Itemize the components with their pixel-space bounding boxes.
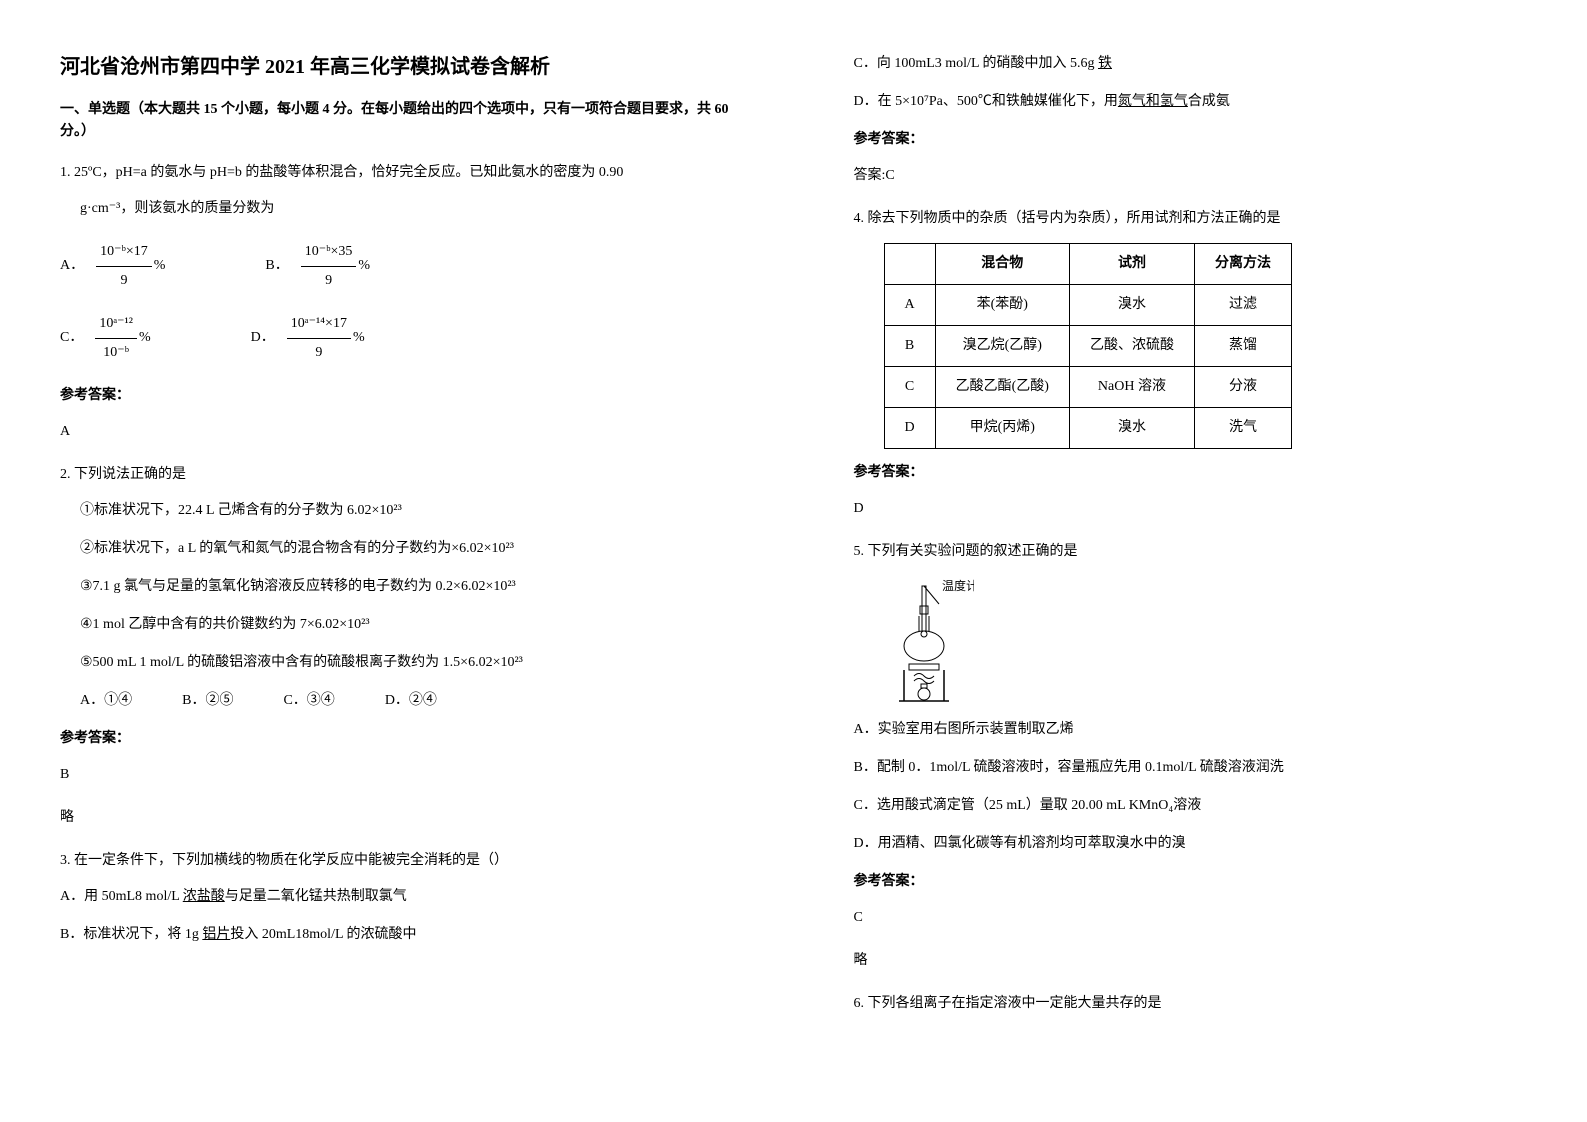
q3-option-a: A．用 50mL8 mol/L 浓盐酸与足量二氧化锰共热制取氯气 bbox=[60, 883, 734, 911]
q5-optA: A．实验室用右图所示装置制取乙烯 bbox=[854, 716, 1528, 744]
q2-text: 2. 下列说法正确的是 bbox=[60, 461, 734, 489]
question-6: 6. 下列各组离子在指定溶液中一定能大量共存的是 bbox=[854, 990, 1528, 1018]
q1-option-b: B． 10⁻ᵇ×35 9 % bbox=[265, 238, 370, 295]
question-4: 4. 除去下列物质中的杂质（括号内为杂质），所用试剂和方法正确的是 混合物 试剂… bbox=[854, 205, 1528, 523]
table-row: D 甲烷(丙烯) 溴水 洗气 bbox=[884, 408, 1291, 449]
q1-optA-label: A． bbox=[60, 252, 84, 280]
question-2: 2. 下列说法正确的是 ①标准状况下，22.4 L 己烯含有的分子数为 6.02… bbox=[60, 461, 734, 832]
question-1: 1. 25ºC，pH=a 的氨水与 pH=b 的盐酸等体积混合，恰好完全反应。已… bbox=[60, 159, 734, 446]
q1-options-row2: C． 10ᵃ⁻¹² 10⁻ᵇ % D． 10ᵃ⁻¹⁴×17 9 % bbox=[60, 310, 734, 367]
q5-text: 5. 下列有关实验问题的叙述正确的是 bbox=[854, 538, 1528, 566]
table-header-row: 混合物 试剂 分离方法 bbox=[884, 244, 1291, 285]
page-title: 河北省沧州市第四中学 2021 年高三化学模拟试卷含解析 bbox=[60, 50, 734, 79]
q2-optB: B．②⑤ bbox=[182, 687, 233, 715]
q1-option-c: C． 10ᵃ⁻¹² 10⁻ᵇ % bbox=[60, 310, 151, 367]
q6-text: 6. 下列各组离子在指定溶液中一定能大量共存的是 bbox=[854, 990, 1528, 1018]
table-row: C 乙酸乙酯(乙酸) NaOH 溶液 分液 bbox=[884, 367, 1291, 408]
q1-text1: 1. 25ºC，pH=a 的氨水与 pH=b 的盐酸等体积混合，恰好完全反应。已… bbox=[60, 159, 734, 187]
table-row: B 溴乙烷(乙醇) 乙酸、浓硫酸 蒸馏 bbox=[884, 326, 1291, 367]
q1-optC-fraction: 10ᵃ⁻¹² 10⁻ᵇ bbox=[95, 310, 137, 367]
q1-answer-label: 参考答案： bbox=[60, 382, 734, 410]
q2-item4: ④1 mol 乙醇中含有的共价键数约为 7×6.02×10²³ bbox=[60, 611, 734, 639]
q1-answer: A bbox=[60, 418, 734, 446]
q2-item1: ①标准状况下，22.4 L 己烯含有的分子数为 6.02×10²³ bbox=[60, 497, 734, 525]
q5-optC: C．选用酸式滴定管（25 mL）量取 20.00 mL KMnO₄溶液 bbox=[854, 792, 1528, 820]
q1-optD-fraction: 10ᵃ⁻¹⁴×17 9 bbox=[287, 310, 351, 367]
right-column: C．向 100mL3 mol/L 的硝酸中加入 5.6g 铁 D．在 5×10⁷… bbox=[794, 0, 1587, 1122]
q5-answer-note: 略 bbox=[854, 947, 1528, 975]
q2-item2: ②标准状况下，a L 的氧气和氮气的混合物含有的分子数约为×6.02×10²³ bbox=[60, 535, 734, 563]
table-row: A 苯(苯酚) 溴水 过滤 bbox=[884, 285, 1291, 326]
q2-answer-note: 略 bbox=[60, 804, 734, 832]
q3-text: 3. 在一定条件下，下列加横线的物质在化学反应中能被完全消耗的是（） bbox=[60, 847, 734, 875]
q3-answer: 答案:C bbox=[854, 162, 1528, 190]
q1-optB-fraction: 10⁻ᵇ×35 9 bbox=[301, 238, 357, 295]
q2-options: A．①④ B．②⑤ C．③④ D．②④ bbox=[60, 687, 734, 715]
q3-option-b: B．标准状况下，将 1g 铝片投入 20mL18mol/L 的浓硫酸中 bbox=[60, 921, 734, 949]
q4-text: 4. 除去下列物质中的杂质（括号内为杂质），所用试剂和方法正确的是 bbox=[854, 205, 1528, 233]
q3-option-d: D．在 5×10⁷Pa、500℃和铁触媒催化下，用氮气和氢气合成氨 bbox=[854, 88, 1528, 116]
q3-option-c: C．向 100mL3 mol/L 的硝酸中加入 5.6g 铁 bbox=[854, 50, 1528, 78]
question-3-cont: C．向 100mL3 mol/L 的硝酸中加入 5.6g 铁 D．在 5×10⁷… bbox=[854, 50, 1528, 190]
q2-answer: B bbox=[60, 761, 734, 789]
q5-diagram-label: 温度计 bbox=[942, 578, 974, 593]
q3-answer-label: 参考答案： bbox=[854, 126, 1528, 154]
q2-optD: D．②④ bbox=[385, 687, 437, 715]
flask-thermometer-icon: 温度计 bbox=[884, 576, 974, 706]
section-intro: 一、单选题（本大题共 15 个小题，每小题 4 分。在每小题给出的四个选项中，只… bbox=[60, 99, 734, 144]
q1-option-a: A． 10⁻ᵇ×17 9 % bbox=[60, 238, 165, 295]
q2-answer-label: 参考答案： bbox=[60, 725, 734, 753]
q5-answer-label: 参考答案： bbox=[854, 868, 1528, 896]
q1-text2: g·cm⁻³，则该氨水的质量分数为 bbox=[60, 195, 734, 223]
q1-optD-label: D． bbox=[251, 324, 275, 352]
q4-answer: D bbox=[854, 495, 1528, 523]
q5-answer: C bbox=[854, 904, 1528, 932]
q5-optB: B．配制 0．1mol/L 硫酸溶液时，容量瓶应先用 0.1mol/L 硫酸溶液… bbox=[854, 754, 1528, 782]
question-5: 5. 下列有关实验问题的叙述正确的是 温度计 A．实验室用 bbox=[854, 538, 1528, 975]
q1-options-row1: A． 10⁻ᵇ×17 9 % B． 10⁻ᵇ×35 9 % bbox=[60, 238, 734, 295]
q2-optA: A．①④ bbox=[80, 687, 132, 715]
q2-item5: ⑤500 mL 1 mol/L 的硫酸铝溶液中含有的硫酸根离子数约为 1.5×6… bbox=[60, 649, 734, 677]
question-3: 3. 在一定条件下，下列加横线的物质在化学反应中能被完全消耗的是（） A．用 5… bbox=[60, 847, 734, 949]
q1-optB-label: B． bbox=[265, 252, 288, 280]
q4-table: 混合物 试剂 分离方法 A 苯(苯酚) 溴水 过滤 B 溴乙烷(乙醇) 乙酸、浓… bbox=[884, 243, 1292, 449]
q2-item3: ③7.1 g 氯气与足量的氢氧化钠溶液反应转移的电子数约为 0.2×6.02×1… bbox=[60, 573, 734, 601]
q4-th3: 分离方法 bbox=[1194, 244, 1291, 285]
q4-th1: 混合物 bbox=[935, 244, 1069, 285]
q5-optD: D．用酒精、四氯化碳等有机溶剂均可萃取溴水中的溴 bbox=[854, 830, 1528, 858]
q2-optC: C．③④ bbox=[283, 687, 334, 715]
q4-th2: 试剂 bbox=[1069, 244, 1194, 285]
q5-diagram: 温度计 bbox=[884, 576, 1528, 706]
q4-th0 bbox=[884, 244, 935, 285]
q1-option-d: D． 10ᵃ⁻¹⁴×17 9 % bbox=[251, 310, 365, 367]
q1-optA-fraction: 10⁻ᵇ×17 9 bbox=[96, 238, 152, 295]
q1-optC-label: C． bbox=[60, 324, 83, 352]
q4-answer-label: 参考答案： bbox=[854, 459, 1528, 487]
left-column: 河北省沧州市第四中学 2021 年高三化学模拟试卷含解析 一、单选题（本大题共 … bbox=[0, 0, 794, 1122]
